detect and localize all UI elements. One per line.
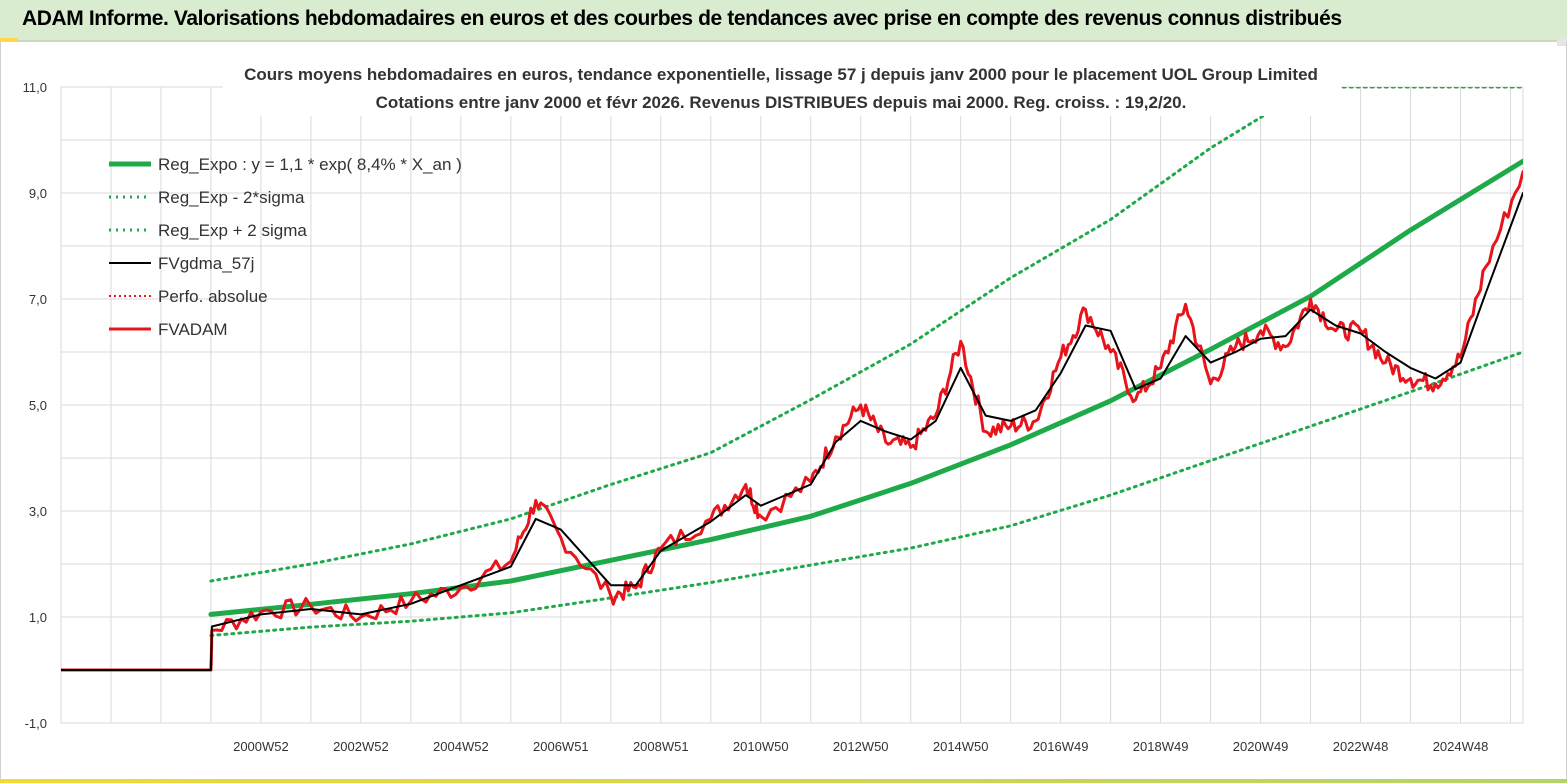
report-banner: ADAM Informe. Valorisations hebdomadaire… [0,0,1567,42]
y-tick-label: 9,0 [29,186,47,201]
legend-label-5: Perfo. absolue [158,287,268,306]
y-tick-label: -1,0 [25,716,47,731]
x-tick-label: 2020W49 [1233,739,1289,754]
x-tick-label: 2000W52 [233,739,289,754]
legend-label-6: FVADAM [158,320,228,339]
x-tick-label: 2012W50 [833,739,889,754]
x-tick-label: 2024W48 [1433,739,1489,754]
chart-title: Cours moyens hebdomadaires en euros, ten… [244,65,1318,84]
y-tick-label: 5,0 [29,398,47,413]
x-tick-label: 2008W51 [633,739,689,754]
corner-accent-left [0,38,18,42]
series-line-2 [209,350,1523,637]
legend-label-4: FVgdma_57j [158,254,254,273]
grid-layer [60,86,1524,724]
corner-accent-right [1557,38,1567,46]
x-tick-label: 2006W51 [533,739,589,754]
title-layer: Cours moyens hebdomadaires en euros, ten… [223,60,1341,116]
chart-svg: -1,0 1,0 3,0 5,0 7,0 9,0 11,0 2000W52 2002W52 200… [23,60,1524,754]
series-line-1 [208,158,1523,617]
y-tick-label: 11,0 [23,80,47,95]
chart-subtitle: Cotations entre janv 2000 et févr 2026. … [376,93,1187,112]
x-tick-label: 2016W49 [1033,739,1089,754]
legend-label-1: Reg_Expo : y = 1,1 * exp( 8,4% * X_an ) [158,155,462,174]
y-tick-label: 1,0 [29,610,47,625]
x-tick-label: 2010W50 [733,739,789,754]
report-banner-title: ADAM Informe. Valorisations hebdomadaire… [22,7,1342,30]
series-layer [61,87,1523,672]
legend: Reg_Expo : y = 1,1 * exp( 8,4% * X_an ) R… [109,155,462,339]
bottom-accent-strip [0,779,1567,783]
title-background [223,60,1341,116]
x-tick-label: 2002W52 [333,739,389,754]
y-tick-label: 3,0 [29,504,47,519]
y-tick-label: 7,0 [29,292,47,307]
series-line-6 [61,170,1523,672]
x-tick-label: 2014W50 [933,739,989,754]
legend-label-3: Reg_Exp + 2 sigma [158,221,307,240]
series-line-4 [61,192,1523,671]
x-tick-label: 2022W48 [1333,739,1389,754]
axis-layer: -1,0 1,0 3,0 5,0 7,0 9,0 11,0 2000W52 2002W52 200… [23,80,1489,754]
chart-frame: -1,0 1,0 3,0 5,0 7,0 9,0 11,0 2000W52 2002W52 200… [0,42,1567,782]
legend-label-2: Reg_Exp - 2*sigma [158,188,305,207]
x-tick-label: 2018W49 [1133,739,1189,754]
x-tick-label: 2004W52 [433,739,489,754]
series-line-3 [209,87,1523,583]
